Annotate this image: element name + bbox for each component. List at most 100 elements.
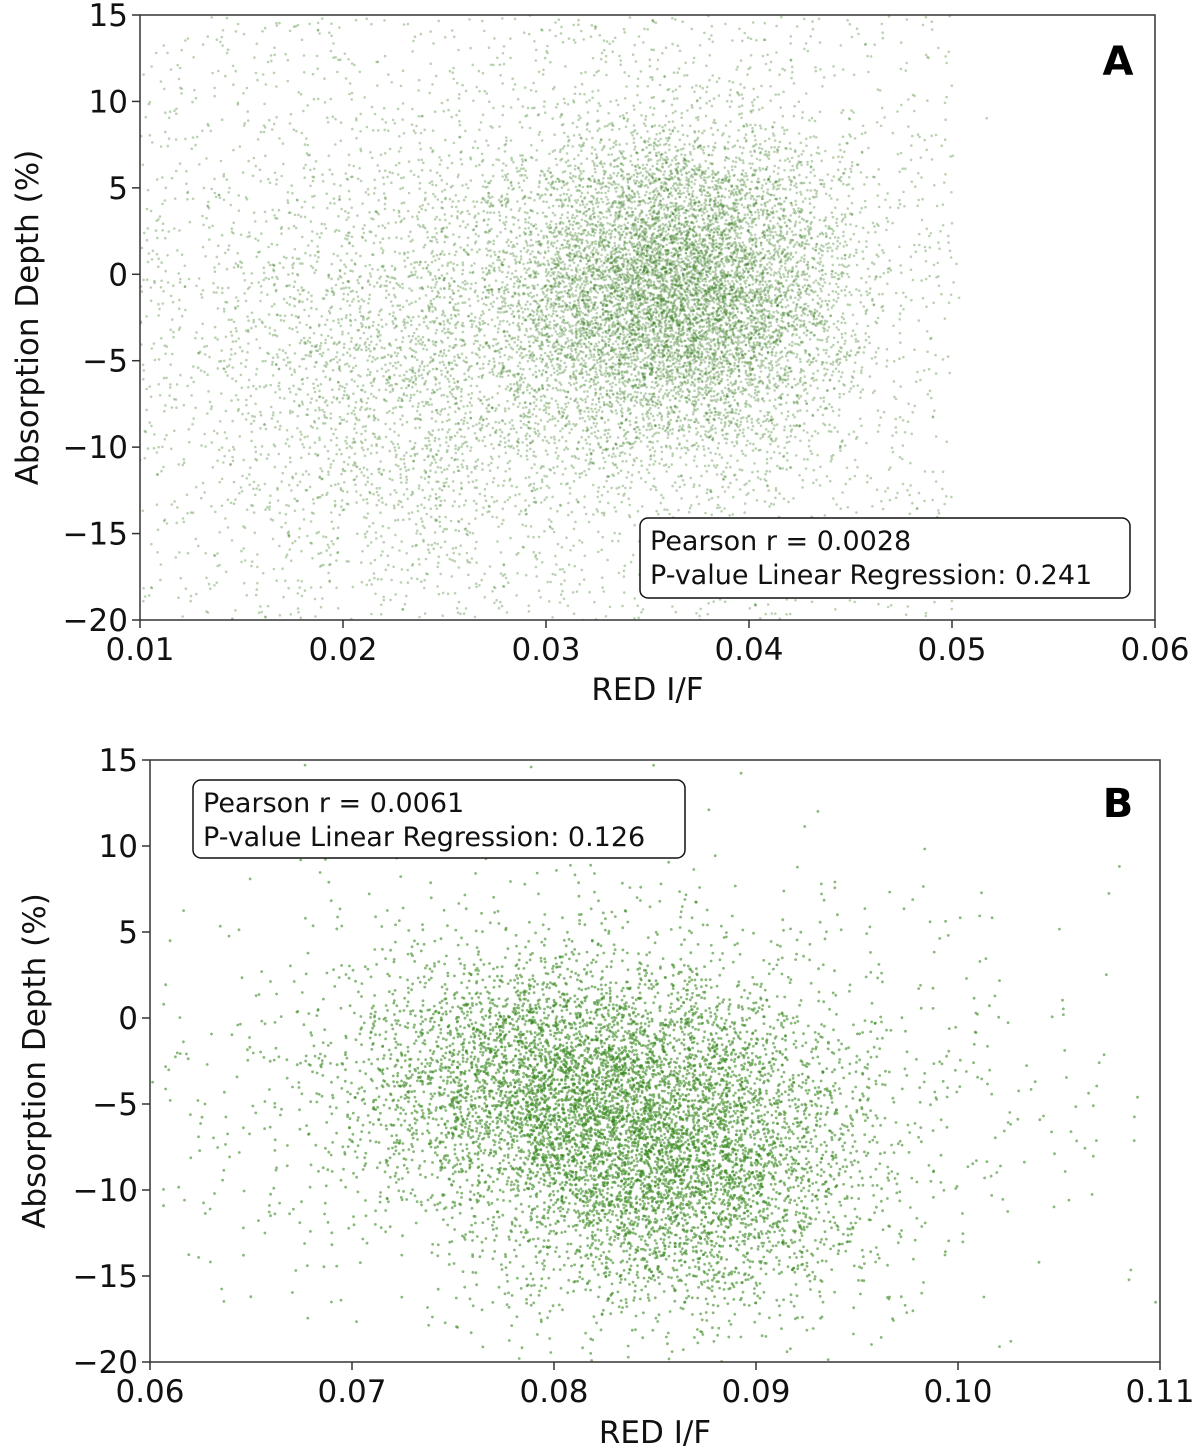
data-point	[628, 453, 632, 456]
data-point	[550, 268, 553, 271]
data-point	[552, 319, 556, 323]
data-point	[751, 367, 754, 371]
data-point	[679, 265, 682, 268]
data-point	[673, 356, 676, 360]
data-point	[857, 346, 861, 350]
data-point	[591, 306, 595, 309]
data-point	[509, 277, 513, 281]
data-point	[695, 448, 699, 451]
data-point	[573, 300, 576, 303]
data-point	[606, 221, 609, 225]
data-point	[768, 252, 772, 255]
data-point	[863, 199, 867, 203]
data-point	[730, 100, 733, 103]
data-point	[410, 271, 413, 274]
data-point	[857, 240, 861, 244]
data-point	[555, 187, 559, 191]
data-point	[714, 196, 717, 200]
data-point	[775, 338, 778, 341]
data-point	[738, 236, 742, 240]
data-point	[661, 283, 665, 286]
data-point	[633, 288, 637, 291]
data-point	[527, 475, 531, 479]
data-point	[538, 197, 541, 200]
data-point	[566, 292, 570, 296]
data-point	[610, 255, 613, 259]
data-point	[665, 352, 669, 355]
data-point	[677, 371, 680, 375]
data-point	[535, 149, 539, 152]
data-point	[735, 408, 738, 412]
data-point	[696, 214, 699, 217]
data-point	[616, 328, 619, 332]
data-point	[599, 211, 602, 214]
data-point	[517, 181, 520, 185]
data-point	[463, 372, 466, 376]
data-point	[796, 260, 800, 264]
data-point	[621, 330, 625, 333]
data-point	[793, 184, 796, 188]
data-point	[720, 286, 724, 290]
data-point	[744, 402, 747, 405]
data-point	[591, 203, 595, 206]
data-point	[717, 381, 720, 385]
data-point	[717, 344, 721, 347]
data-point	[777, 294, 781, 298]
data-point	[653, 347, 656, 350]
data-point	[733, 429, 737, 432]
data-point	[592, 449, 595, 452]
data-point	[744, 388, 748, 392]
data-point	[719, 411, 722, 415]
data-point	[640, 505, 644, 508]
data-point	[670, 372, 674, 375]
data-point	[791, 71, 794, 74]
data-point	[900, 271, 903, 275]
data-point	[699, 358, 703, 362]
data-point	[595, 248, 598, 252]
data-point	[835, 360, 839, 364]
data-point	[640, 114, 643, 117]
data-point	[770, 350, 774, 354]
data-point	[631, 246, 635, 249]
data-point	[720, 377, 724, 381]
data-point	[711, 438, 715, 442]
data-point	[685, 413, 688, 417]
data-point	[639, 297, 642, 301]
data-point	[985, 116, 988, 120]
data-point	[522, 406, 525, 410]
data-point	[711, 368, 715, 371]
data-point	[578, 169, 582, 173]
data-point	[450, 214, 454, 218]
data-point	[462, 359, 466, 363]
data-point	[771, 440, 774, 443]
data-point	[478, 367, 482, 371]
data-point	[855, 251, 858, 254]
data-point	[636, 316, 640, 320]
data-point	[620, 414, 624, 417]
data-point	[828, 423, 831, 427]
data-point	[752, 488, 755, 492]
data-point	[652, 321, 655, 324]
data-point	[649, 208, 652, 212]
data-point	[853, 137, 857, 140]
data-point	[734, 160, 738, 164]
data-point	[657, 151, 661, 154]
data-point	[780, 252, 784, 255]
data-point	[830, 255, 834, 258]
data-point	[747, 253, 751, 257]
data-point	[682, 308, 685, 311]
data-point	[673, 377, 677, 381]
data-point	[760, 195, 764, 199]
data-point	[677, 415, 680, 418]
data-point	[678, 247, 681, 250]
data-point	[593, 407, 597, 411]
data-point	[671, 242, 674, 245]
data-point	[660, 493, 663, 497]
data-point	[616, 436, 620, 439]
data-point	[724, 219, 728, 222]
data-point	[674, 376, 677, 379]
data-point	[479, 328, 483, 331]
data-point	[735, 224, 738, 228]
data-point	[635, 355, 639, 358]
data-point	[597, 277, 600, 281]
